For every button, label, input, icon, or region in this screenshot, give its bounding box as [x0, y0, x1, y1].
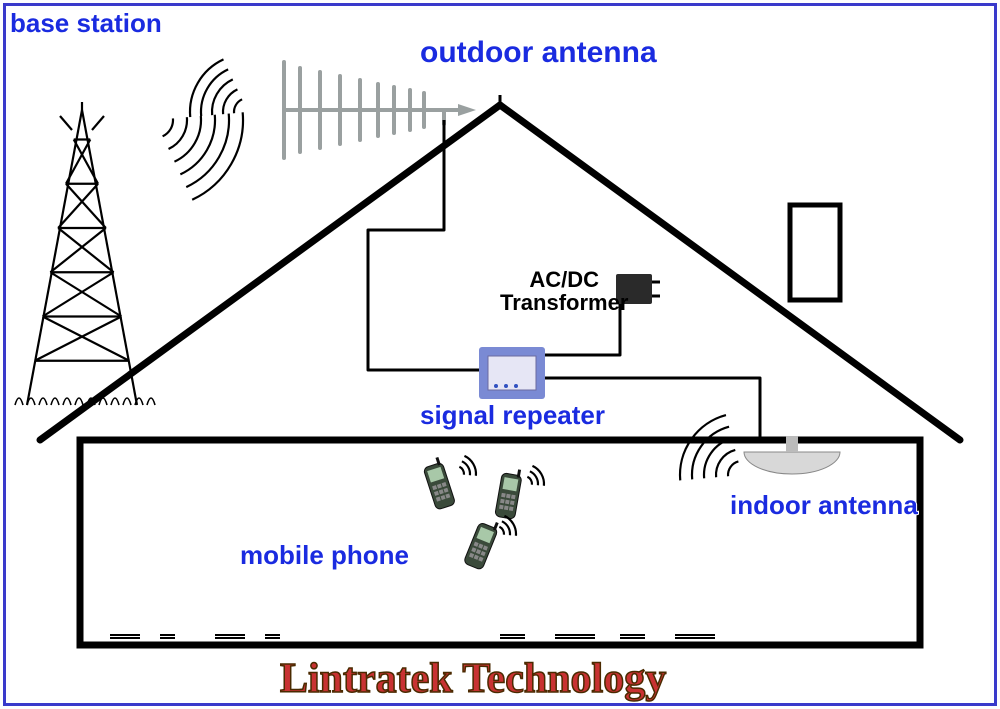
label-acdc-transformer: AC/DC Transformer [500, 268, 628, 314]
label-signal-repeater: signal repeater [420, 400, 605, 431]
diagram-svg [0, 0, 1000, 709]
label-outdoor-antenna: outdoor antenna [420, 36, 657, 70]
label-base-station: base station [10, 8, 162, 39]
brand-text: Lintratek Technology [280, 655, 666, 703]
label-indoor-antenna: indoor antenna [730, 490, 918, 521]
label-mobile-phone: mobile phone [240, 540, 409, 571]
label-acdc-line1: AC/DC [500, 268, 628, 291]
diagram-stage: base station outdoor antenna AC/DC Trans… [0, 0, 1000, 709]
label-acdc-line2: Transformer [500, 291, 628, 314]
